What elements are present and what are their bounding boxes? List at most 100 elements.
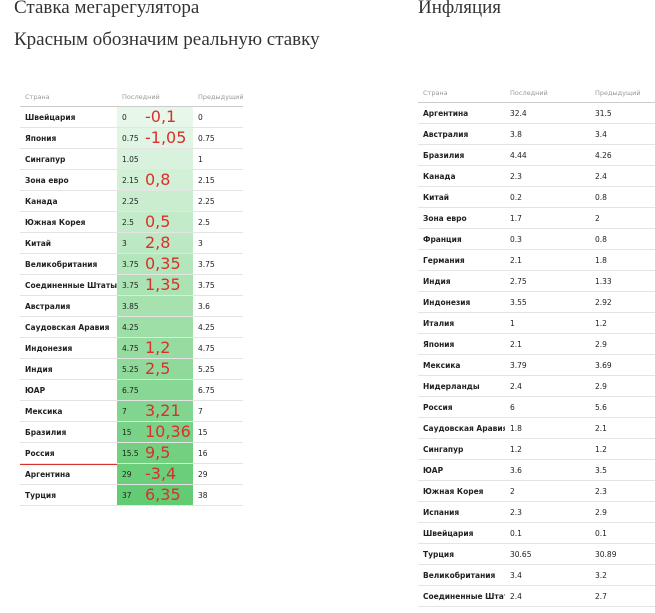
cell-value: 1.8 <box>590 250 655 271</box>
cell-value: 30.65 <box>505 544 590 565</box>
cell-value: 38 <box>193 485 243 506</box>
column-header: Последний <box>505 84 590 103</box>
cell-country: Саудовская Аравия <box>418 418 505 439</box>
cell-value: 3.4 <box>505 565 590 586</box>
cell-country: ЮАР <box>418 460 505 481</box>
cell-value: 2.5 <box>193 212 243 233</box>
cell-value: 0.1 <box>590 523 655 544</box>
cell-country: Италия <box>418 313 505 334</box>
cell-value: 5.25 <box>193 359 243 380</box>
cell-value: 2.1 <box>505 334 590 355</box>
cell-country: Австралия <box>418 124 505 145</box>
cell-value: 3.55 <box>505 292 590 313</box>
column-header: Страна <box>418 84 505 103</box>
real-rate-annotation: 1,2 <box>145 338 171 357</box>
cell-value: 16 <box>193 443 243 464</box>
cell-value: 4.75 <box>117 338 193 359</box>
real-rate-annotation: 1,35 <box>145 275 181 294</box>
cell-value: 0.3 <box>505 229 590 250</box>
column-header: Предыдущий <box>590 84 655 103</box>
cell-value: 29 <box>117 464 193 485</box>
cell-value: 0.1 <box>505 523 590 544</box>
cell-value: 2.15 <box>117 170 193 191</box>
column-header: Последний <box>117 88 193 107</box>
cell-value: 3.4 <box>590 124 655 145</box>
column-header: Предыдущий <box>193 88 243 107</box>
column-header: Страна <box>20 88 117 107</box>
cell-value: 1.2 <box>505 439 590 460</box>
cell-value: 5.25 <box>117 359 193 380</box>
cell-country: Канада <box>418 166 505 187</box>
real-rate-annotation: 2,5 <box>145 359 171 378</box>
real-rate-annotation: -3,4 <box>145 464 177 483</box>
cell-value: 4.44 <box>505 145 590 166</box>
cell-value: 15 <box>117 422 193 443</box>
cell-value: 1.33 <box>590 271 655 292</box>
cell-value: 1.05 <box>117 149 193 170</box>
cell-country: Нидерланды <box>418 376 505 397</box>
cell-value: 31.5 <box>590 103 655 124</box>
cell-value: 37 <box>117 485 193 506</box>
cell-value: 3.2 <box>590 565 655 586</box>
cell-value: 3.85 <box>117 296 193 317</box>
cell-country: Япония <box>418 334 505 355</box>
cell-value: 0 <box>117 107 193 128</box>
cell-value: 1.2 <box>590 439 655 460</box>
cell-country: Канада <box>20 191 117 212</box>
cell-country: Зона евро <box>20 170 117 191</box>
cell-value: 3.8 <box>505 124 590 145</box>
cell-country: Турция <box>418 544 505 565</box>
cell-country: Россия <box>418 397 505 418</box>
heading: Инфляция <box>418 0 502 18</box>
cell-value: 2.4 <box>505 586 590 607</box>
cell-country: Китай <box>20 233 117 254</box>
cell-country: Великобритания <box>20 254 117 275</box>
cell-country: Соединенные Штаты <box>20 275 117 296</box>
cell-country: Южная Корея <box>20 212 117 233</box>
cell-value: 3.6 <box>505 460 590 481</box>
cell-value: 29 <box>193 464 243 485</box>
cell-value: 2 <box>505 481 590 502</box>
cell-country: Соединенные Штаты <box>418 586 505 607</box>
real-rate-annotation: -0,1 <box>145 107 177 126</box>
subheading: Красным обозначим реальную ставку <box>14 29 320 50</box>
cell-country: Индия <box>418 271 505 292</box>
cell-value: 0 <box>193 107 243 128</box>
cell-value: 2.9 <box>590 376 655 397</box>
cell-value: 1.2 <box>590 313 655 334</box>
cell-value: 2.5 <box>117 212 193 233</box>
real-rate-annotation: 9,5 <box>145 443 171 462</box>
cell-value: 2.3 <box>590 481 655 502</box>
cell-country: Индия <box>20 359 117 380</box>
cell-country: Индонезия <box>20 338 117 359</box>
cell-country: Германия <box>418 250 505 271</box>
heading: Ставка мегарегулятора <box>14 0 200 18</box>
underline <box>20 463 117 465</box>
cell-value: 2.75 <box>505 271 590 292</box>
cell-country: ЮАР <box>20 380 117 401</box>
cell-value: 30.89 <box>590 544 655 565</box>
cell-value: 3.75 <box>117 254 193 275</box>
cell-country: Турция <box>20 485 117 506</box>
cell-value: 3 <box>193 233 243 254</box>
cell-country: Китай <box>418 187 505 208</box>
cell-country: Мексика <box>20 401 117 422</box>
real-rate-annotation: -1,05 <box>145 128 187 147</box>
cell-country: Мексика <box>418 355 505 376</box>
cell-country: Австралия <box>20 296 117 317</box>
cell-value: 2.4 <box>505 376 590 397</box>
cell-country: Южная Корея <box>418 481 505 502</box>
cell-value: 3.69 <box>590 355 655 376</box>
cell-country: Великобритания <box>418 565 505 586</box>
cell-country: Саудовская Аравия <box>20 317 117 338</box>
cell-value: 3.75 <box>117 275 193 296</box>
cell-value: 3.75 <box>193 275 243 296</box>
cell-value: 0.75 <box>193 128 243 149</box>
cell-value: 1 <box>193 149 243 170</box>
cell-value: 7 <box>193 401 243 422</box>
cell-value: 3.75 <box>193 254 243 275</box>
cell-value: 4.26 <box>590 145 655 166</box>
cell-value: 0.8 <box>590 229 655 250</box>
cell-value: 0.2 <box>505 187 590 208</box>
cell-value: 15 <box>193 422 243 443</box>
